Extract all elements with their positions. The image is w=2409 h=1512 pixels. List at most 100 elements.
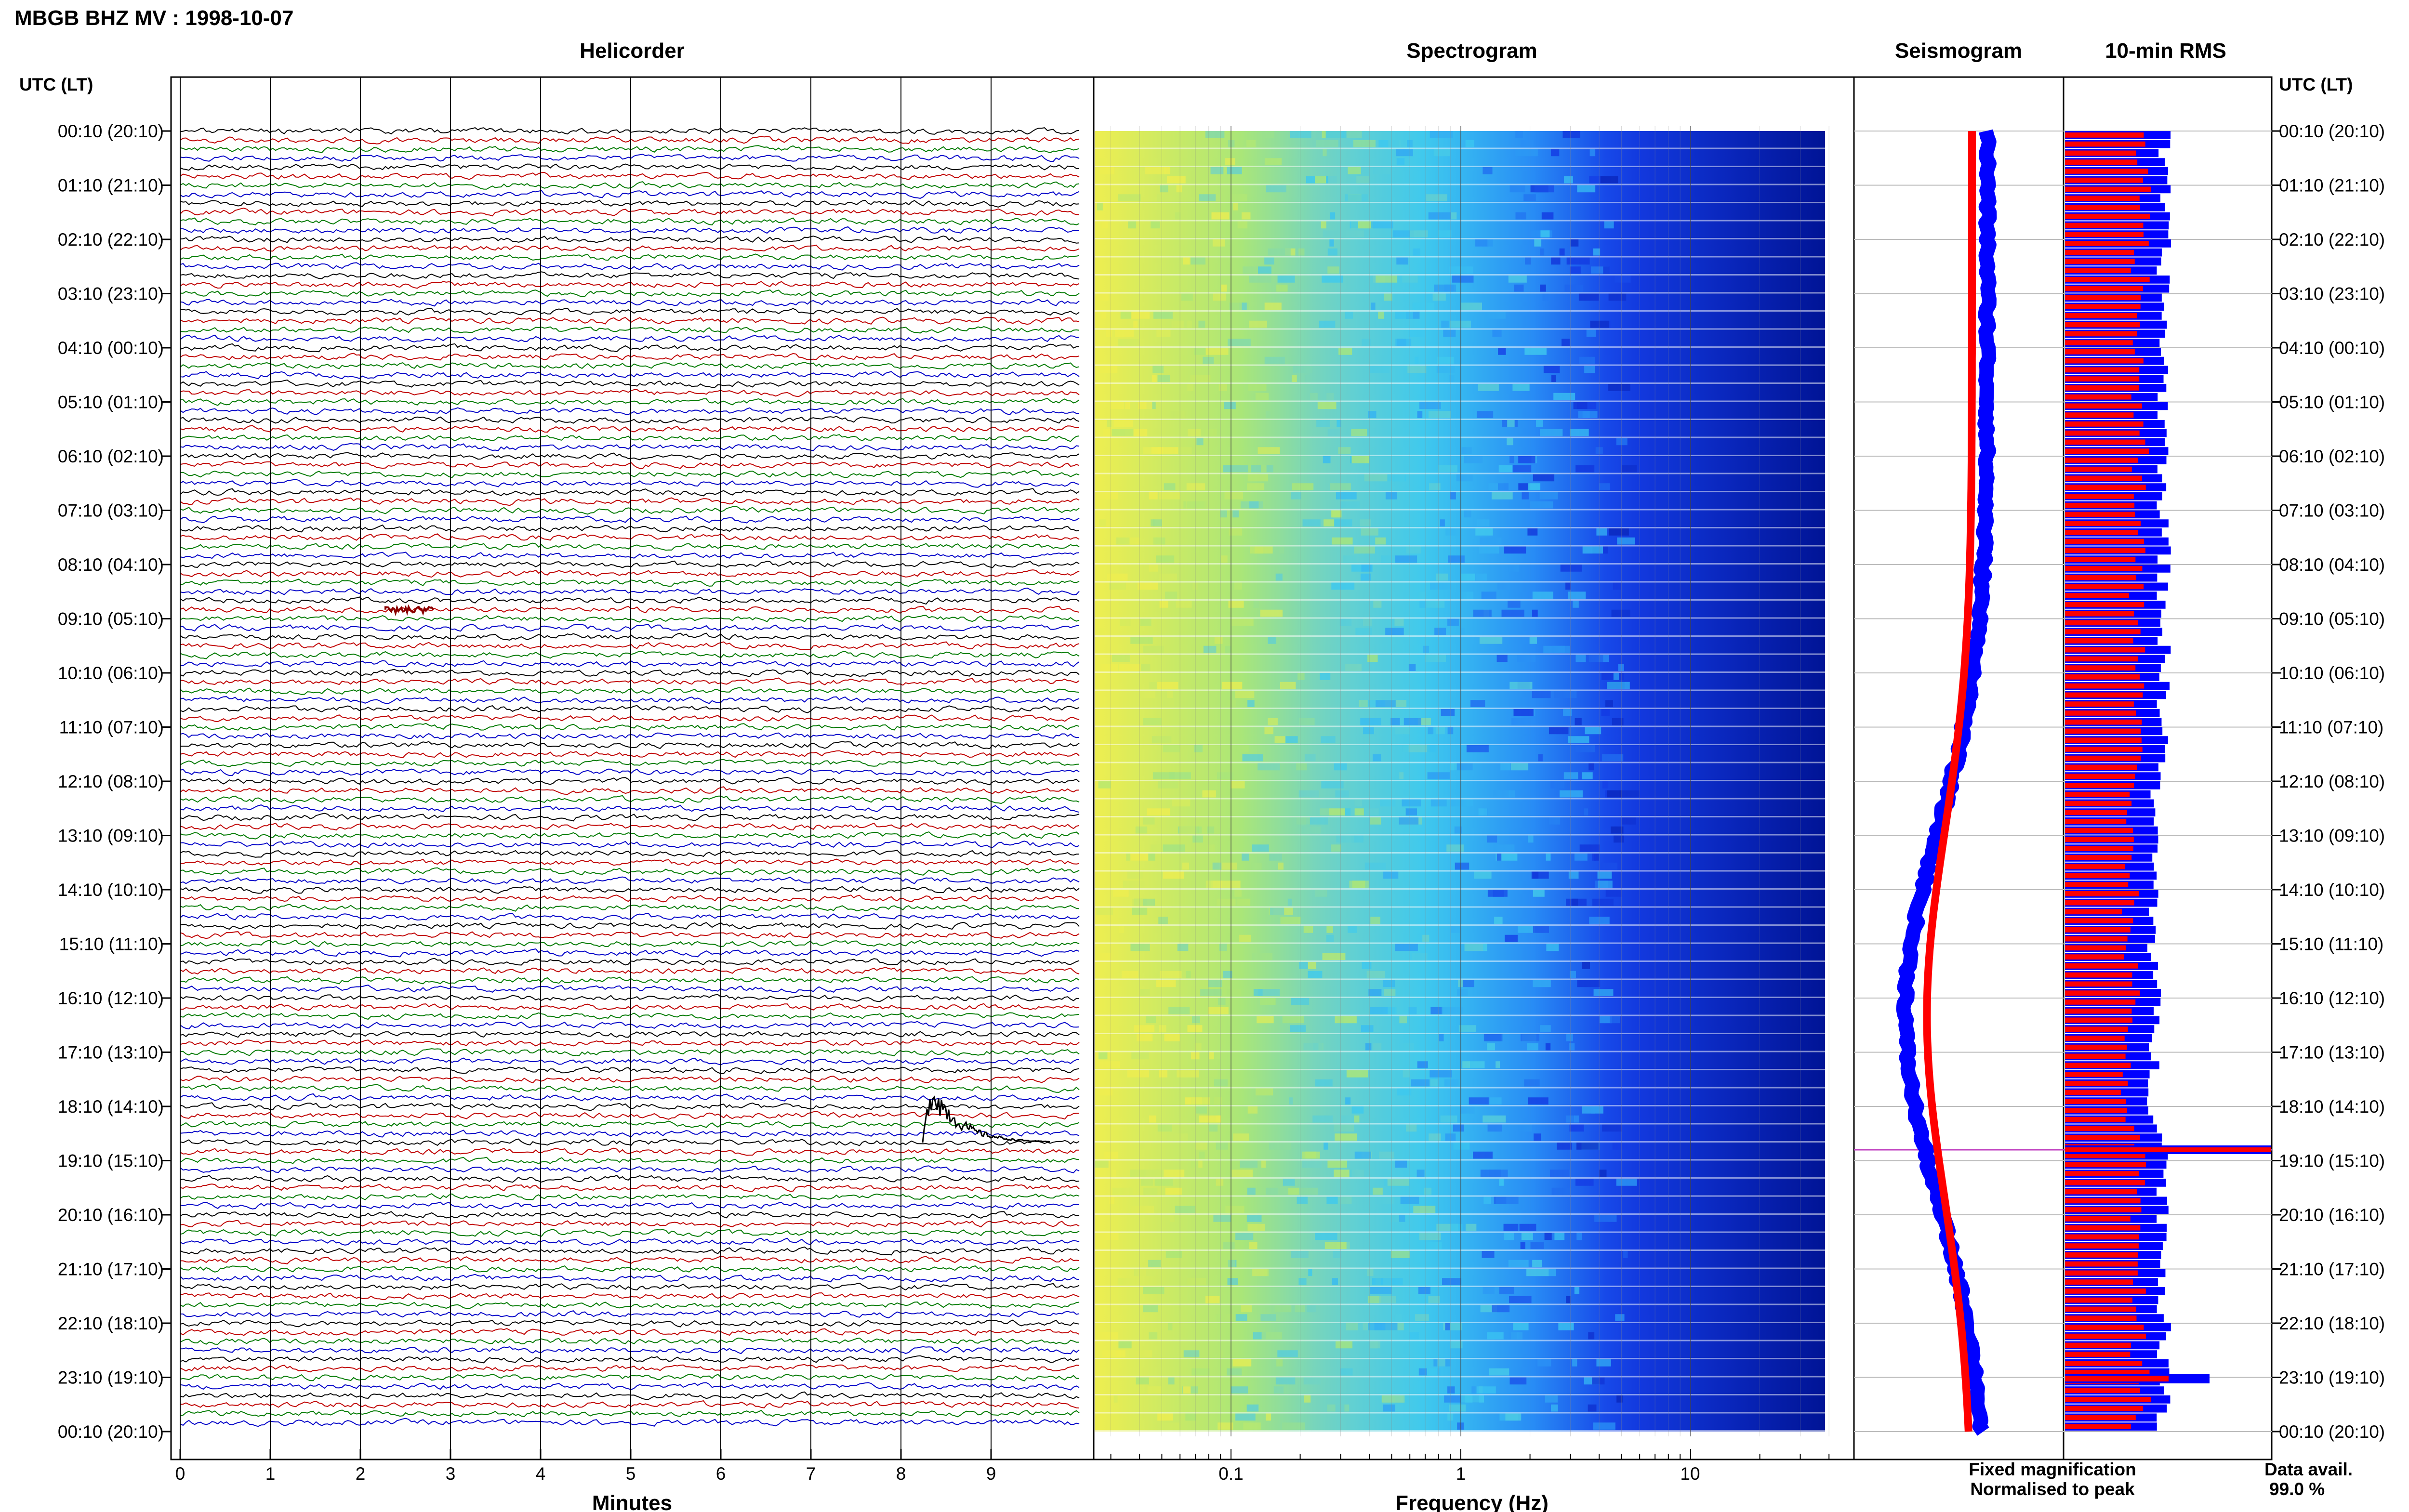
spectrogram-cell: [1163, 745, 1180, 752]
spectrogram-cell: [1163, 871, 1184, 879]
rms-bar-normalised: [2065, 1406, 2144, 1411]
spectrogram-cell: [1249, 1242, 1257, 1249]
spectrogram-cell: [1247, 483, 1265, 490]
spectrogram-cell: [1537, 1359, 1551, 1367]
time-label-left: 21:10 (17:10): [58, 1260, 164, 1279]
spectrogram-cell: [1212, 1052, 1220, 1060]
spectrogram-cell: [1508, 601, 1521, 608]
spectrogram-cell: [1257, 763, 1280, 771]
rms-bar-normalised: [2065, 909, 2122, 915]
spectrogram-cell: [1619, 790, 1640, 798]
time-label-right: 21:10 (17:10): [2279, 1260, 2385, 1279]
spectrogram-cell: [1505, 934, 1518, 942]
time-label-right: 19:10 (15:10): [2279, 1151, 2385, 1171]
spectrogram-cell: [1402, 745, 1409, 752]
spectrogram-cell: [1156, 555, 1175, 563]
rms-bar-normalised: [2065, 241, 2149, 246]
spectrogram-gap: [1095, 942, 1825, 944]
spectrogram-cell: [1136, 1377, 1149, 1385]
helicorder-trace: [180, 460, 1080, 469]
helicorder-trace: [180, 1039, 1080, 1047]
helicorder-trace: [180, 398, 1080, 406]
minute-tick-label: 2: [356, 1464, 366, 1484]
spectrogram-cell: [1345, 312, 1353, 319]
rms-bar-normalised: [2065, 954, 2124, 960]
helicorder-trace: [180, 1211, 1080, 1219]
spectrogram-cell: [1296, 817, 1310, 825]
time-label-right: 01:10 (21:10): [2279, 176, 2385, 196]
spectrogram-gap: [1095, 1303, 1825, 1305]
spectrogram-cell: [1225, 645, 1231, 653]
event-waveform: [922, 1095, 1050, 1143]
rms-bar-normalised: [2065, 223, 2144, 228]
spectrogram-cell: [1101, 221, 1108, 229]
helicorder-trace: [180, 696, 1080, 704]
spectrogram-cell: [1381, 1278, 1403, 1285]
spectrogram-cell: [1617, 537, 1635, 545]
spectrogram-cell: [1326, 934, 1334, 942]
spectrogram-cell: [1496, 1061, 1500, 1068]
spectrogram-cell: [1243, 266, 1259, 274]
spectrogram-cell: [1568, 736, 1589, 743]
spectrogram-cell: [1380, 799, 1396, 807]
spectrogram-cell: [1534, 185, 1554, 193]
spectrogram-cell: [1168, 1323, 1173, 1330]
spectrogram-cell: [1327, 248, 1338, 256]
spectrogram-cell: [1599, 483, 1610, 490]
rms-bar-normalised: [2065, 747, 2143, 752]
spectrogram-cell: [1224, 492, 1243, 500]
helicorder-trace: [180, 705, 1080, 713]
spectrogram-cell: [1450, 799, 1473, 807]
spectrogram-cell: [1097, 474, 1101, 482]
helicorder-trace: [180, 452, 1080, 460]
spectrogram-cell: [1367, 655, 1378, 662]
helicorder-trace: [180, 1237, 1080, 1246]
spectrogram-cell: [1199, 1115, 1221, 1123]
spectrogram-cell: [1248, 384, 1267, 391]
rms-bar-normalised: [2065, 602, 2144, 607]
spectrogram-cell: [1260, 1314, 1276, 1321]
rms-bar-normalised: [2065, 1180, 2145, 1185]
spectrogram-cell: [1368, 989, 1382, 996]
spectrogram-cell: [1361, 1025, 1374, 1032]
spectrogram-cell: [1403, 1070, 1410, 1078]
spectrogram-cell: [1143, 645, 1164, 653]
rms-bar-normalised: [2065, 150, 2136, 156]
rms-bar-normalised: [2065, 692, 2143, 698]
spectrogram-cell: [1568, 871, 1579, 879]
spectrogram-cell: [1268, 718, 1278, 725]
spectrogram-cell: [1462, 980, 1474, 987]
spectrogram-cell: [1613, 582, 1622, 590]
rms-bar-normalised: [2065, 1162, 2146, 1168]
spectrogram-cell: [1102, 1350, 1121, 1357]
spectrogram-cell: [1399, 772, 1404, 779]
spectrogram-cell: [1291, 375, 1297, 382]
rms-bar-normalised: [2065, 1008, 2132, 1014]
spectrogram-cell: [1351, 1170, 1364, 1177]
spectrogram-cell: [1199, 1151, 1205, 1159]
spectrogram-cell: [1110, 402, 1124, 409]
rms-bar-normalised: [2065, 683, 2144, 689]
spectrogram-cell: [1109, 1196, 1115, 1204]
spectrogram-cell: [1361, 565, 1372, 572]
spectrogram-cell: [1205, 348, 1229, 355]
spectrogram-cell: [1096, 293, 1109, 301]
spectrogram-cell: [1195, 826, 1202, 834]
spectrogram-cell: [1351, 429, 1367, 436]
spectrogram-cell: [1450, 492, 1456, 500]
spectrogram-cell: [1566, 1034, 1573, 1041]
spectrogram-cell: [1532, 592, 1553, 599]
spectrogram-cell: [1563, 176, 1573, 184]
spectrogram-cell: [1521, 1034, 1540, 1041]
spectrogram-cell: [1370, 1287, 1392, 1294]
spectrogram-cell: [1529, 637, 1537, 644]
spectrogram-cell: [1335, 1341, 1353, 1349]
helicorder-trace: [180, 1229, 1080, 1237]
spectrogram-cell: [1118, 194, 1141, 201]
spectrogram-cell: [1503, 1223, 1519, 1231]
spectrogram-cell: [1169, 1215, 1175, 1222]
spectrogram-cell: [1449, 375, 1455, 382]
spectrogram-cell: [1099, 167, 1115, 174]
spectrogram-gap: [1095, 1177, 1825, 1179]
spectrogram-cell: [1509, 1377, 1527, 1385]
